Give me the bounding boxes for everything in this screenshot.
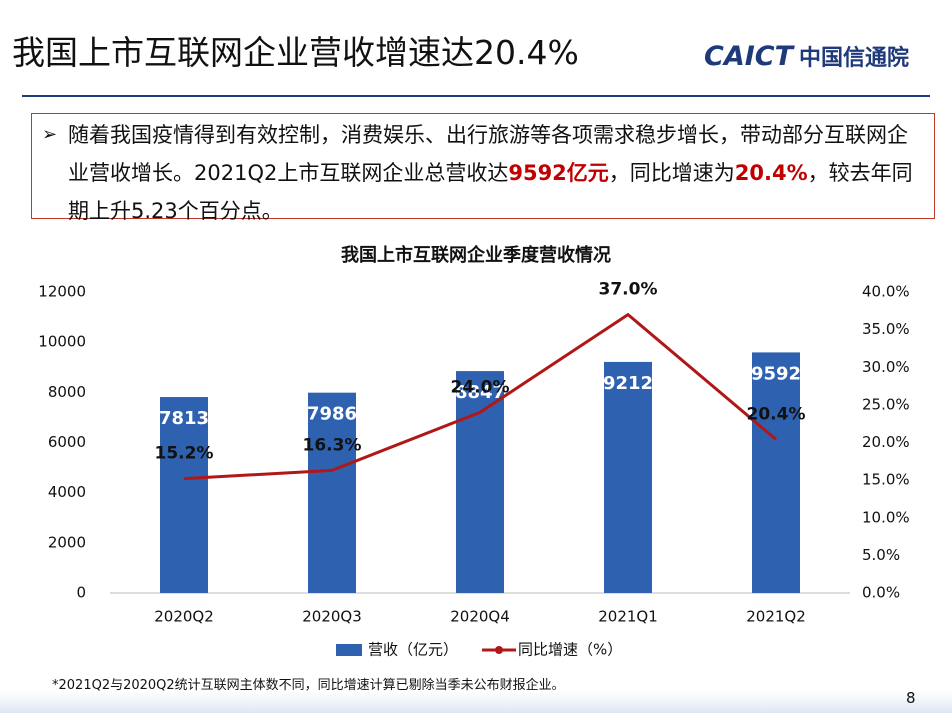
- y2-tick-label: 15.0%: [862, 471, 910, 489]
- summary-box: ➢ 随着我国疫情得到有效控制，消费娱乐、出行旅游等各项需求稳步增长，带动部分互联网…: [31, 113, 935, 223]
- line-value-label: 20.4%: [747, 404, 806, 424]
- line-value-label: 16.3%: [303, 435, 362, 455]
- y-tick-label: 12000: [38, 283, 86, 301]
- legend-marker: [495, 646, 504, 654]
- x-tick-label: 2020Q3: [302, 608, 362, 626]
- bullet-icon: ➢: [42, 124, 58, 145]
- y-tick-label: 6000: [48, 433, 86, 451]
- logo-cn: 中国信通院: [799, 46, 910, 71]
- logo: CAICT 中国信通院: [704, 40, 909, 72]
- bar-value-label: 7986: [307, 404, 357, 425]
- y-tick-label: 0: [76, 584, 86, 602]
- x-tick-label: 2020Q2: [154, 608, 214, 626]
- summary-text: 随着我国疫情得到有效控制，消费娱乐、出行旅游等各项需求稳步增长，带动部分互联网企…: [68, 123, 908, 185]
- header-rule: [22, 95, 930, 97]
- summary-highlight: 20.4%: [734, 161, 808, 185]
- bar: [604, 361, 652, 593]
- x-tick-label: 2020Q4: [450, 608, 510, 626]
- line-value-label: 24.0%: [451, 377, 510, 397]
- x-tick-label: 2021Q1: [598, 608, 658, 626]
- bar-value-label: 9592: [751, 363, 801, 384]
- bar: [160, 397, 208, 593]
- summary-highlight: 9592亿元: [508, 161, 609, 185]
- legend-label: 同比增速（%）: [518, 641, 622, 659]
- y-tick-label: 8000: [48, 383, 86, 401]
- y2-tick-label: 25.0%: [862, 395, 910, 413]
- y2-tick-label: 40.0%: [862, 283, 910, 301]
- footnote: *2021Q2与2020Q2统计互联网主体数不同，同比增速计算已剔除当季未公布财…: [52, 678, 565, 693]
- page-number: 8: [906, 689, 916, 707]
- line-value-label: 15.2%: [155, 444, 214, 464]
- bar-value-label: 7813: [159, 408, 209, 429]
- y2-tick-label: 30.0%: [862, 358, 910, 376]
- bar: [308, 392, 356, 593]
- summary-text: ，同比增速为: [608, 161, 735, 185]
- y-tick-label: 4000: [48, 483, 86, 501]
- y2-tick-label: 20.0%: [862, 433, 910, 451]
- x-tick-label: 2021Q2: [746, 608, 806, 626]
- slide-title: 我国上市互联网企业营收增速达20.4%: [12, 33, 579, 72]
- bar-value-label: 8847: [455, 382, 505, 403]
- y2-tick-label: 0.0%: [862, 584, 900, 602]
- bar: [456, 371, 504, 593]
- footer-band: [0, 691, 952, 713]
- line: [183, 312, 777, 481]
- chart: 我国上市互联网企业季度营收情况 0 2000 4000 6000 8000 10000 12…: [38, 244, 910, 659]
- line-value-label: 37.0%: [599, 280, 658, 300]
- legend-swatch: [336, 644, 362, 656]
- bar: [752, 352, 800, 593]
- legend-label: 营收（亿元）: [368, 641, 458, 659]
- logo-en: CAICT: [704, 41, 793, 72]
- y-tick-label: 10000: [38, 333, 86, 351]
- y2-tick-label: 10.0%: [862, 508, 910, 526]
- y2-tick-label: 35.0%: [862, 320, 910, 338]
- y-tick-label: 2000: [48, 533, 86, 551]
- bar-value-label: 9212: [603, 373, 653, 394]
- summary-text: ，较去年同期上升5.23个百分点。: [68, 161, 913, 223]
- y2-tick-label: 5.0%: [862, 546, 900, 564]
- chart-title: 我国上市互联网企业季度营收情况: [341, 244, 611, 266]
